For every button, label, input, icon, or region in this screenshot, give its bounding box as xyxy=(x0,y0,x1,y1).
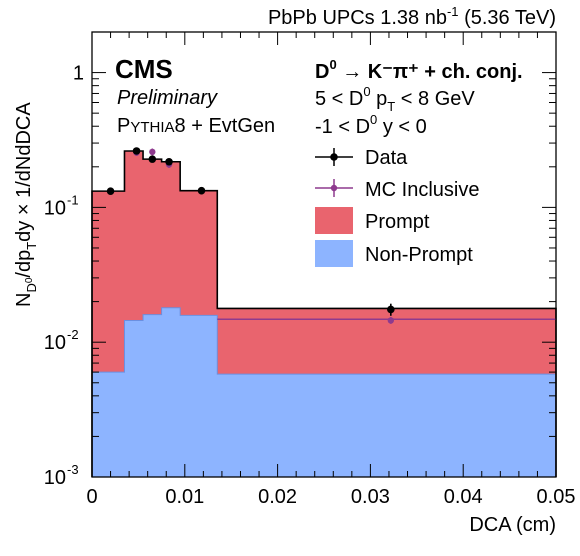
mc-inclusive-point xyxy=(149,148,156,156)
legend-data-label: Data xyxy=(365,147,408,169)
y-tick-exponent: -1 xyxy=(67,192,79,207)
legend-mc-marker xyxy=(330,184,338,192)
legend-prompt-swatch xyxy=(315,207,353,234)
y-cut-label: -1 < D0 y < 0 xyxy=(315,112,427,138)
x-tick-label: 0 xyxy=(86,486,97,508)
x-tick-label: 0.02 xyxy=(258,486,297,508)
data-point xyxy=(165,157,173,166)
y-tick-label: 10 xyxy=(44,332,66,354)
status-label: Preliminary xyxy=(117,87,218,109)
legend-nonprompt-swatch xyxy=(315,240,353,267)
x-tick-label: 0.03 xyxy=(351,486,390,508)
x-tick-label: 0.05 xyxy=(537,486,576,508)
experiment-label: CMS xyxy=(115,54,173,84)
legend-mc-label: MC Inclusive xyxy=(365,179,479,201)
y-axis-title: ND0/dpTdy × 1/dNdDCA xyxy=(13,102,39,307)
data-point xyxy=(387,305,395,314)
y-tick-label: 10 xyxy=(44,197,66,219)
x-axis-title: DCA (cm) xyxy=(469,514,556,536)
legend-prompt-label: Prompt xyxy=(365,211,430,233)
lumi-header: PbPb UPCs 1.38 nb-1 (5.36 TeV) xyxy=(268,4,556,29)
generator-label: PYTHIA8 + EvtGen xyxy=(117,115,275,137)
plot-frame xyxy=(91,31,557,478)
data-point xyxy=(197,186,206,195)
data-point xyxy=(132,147,141,155)
x-tick-label: 0.04 xyxy=(444,486,483,508)
y-tick-label: 10 xyxy=(44,467,66,489)
x-tick-label: 0.01 xyxy=(165,486,204,508)
data-point xyxy=(106,187,115,195)
y-tick-exponent: -2 xyxy=(67,327,79,342)
legend-data-marker xyxy=(330,153,338,161)
mc-inclusive-point xyxy=(387,317,395,324)
data-point xyxy=(148,155,157,163)
y-tick-label: 1 xyxy=(73,63,84,85)
total-histogram-outline xyxy=(91,150,557,477)
pt-cut-label: 5 < D0 pT < 8 GeV xyxy=(315,84,475,114)
y-tick-exponent: -3 xyxy=(67,462,79,477)
legend-nonprompt-label: Non-Prompt xyxy=(365,244,473,266)
nonprompt-histogram xyxy=(91,307,557,478)
decay-channel-label: D0 → K⁻π⁺ + ch. conj. xyxy=(315,57,523,83)
